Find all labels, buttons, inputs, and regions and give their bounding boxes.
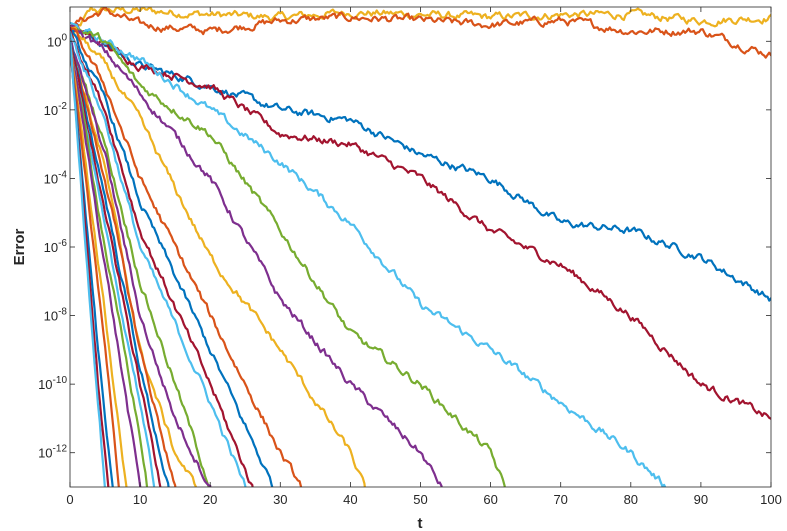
x-tick-label: 100: [760, 492, 782, 507]
series-line: [70, 41, 149, 487]
y-tick-label-base: 10: [44, 309, 58, 324]
y-tick-label-exponent: -4: [58, 169, 67, 180]
x-tick-label: 20: [203, 492, 217, 507]
y-tick-label: 10-2: [44, 101, 68, 118]
y-tick-label-exponent: -6: [58, 238, 67, 249]
y-tick-label: 10-10: [38, 375, 67, 392]
series-line: [70, 7, 771, 59]
y-tick-label-base: 10: [44, 103, 58, 118]
y-tick-label-base: 10: [38, 377, 52, 392]
series-line: [70, 41, 211, 487]
x-tick-label: 80: [624, 492, 638, 507]
y-tick-label-exponent: -12: [53, 444, 68, 455]
series-line: [70, 29, 274, 487]
series-line: [70, 38, 170, 487]
x-tick-label: 50: [413, 492, 427, 507]
y-axis-title: Error: [11, 229, 28, 266]
x-tick-label: 60: [483, 492, 497, 507]
series-line: [70, 30, 247, 487]
series-line: [70, 23, 771, 420]
x-tick-label: 40: [343, 492, 357, 507]
series-line: [70, 38, 212, 487]
y-tick-label: 10-8: [44, 307, 68, 324]
series-line: [70, 37, 142, 487]
x-axis-ticks: 0 10 20 30 40 50 60 70 80 90 100: [66, 7, 782, 507]
y-tick-label: 10-6: [44, 238, 68, 255]
series-line: [70, 26, 771, 302]
series-line: [70, 25, 506, 487]
series-line: [70, 39, 120, 487]
y-tick-label-exponent: -10: [53, 375, 68, 386]
x-tick-label: 10: [133, 492, 147, 507]
series-line: [70, 24, 443, 487]
y-tick-label-exponent: 0: [61, 32, 67, 43]
y-tick-label-exponent: -2: [58, 101, 67, 112]
series-line: [70, 26, 303, 487]
y-tick-label: 10-12: [38, 444, 67, 461]
series-line: [70, 43, 177, 487]
series-line: [70, 21, 667, 487]
y-tick-label-base: 10: [38, 446, 52, 461]
y-tick-label: 100: [47, 32, 67, 49]
series-line: [70, 39, 128, 487]
y-tick-label: 10-4: [44, 169, 68, 186]
x-tick-label: 0: [66, 492, 73, 507]
y-tick-label-base: 10: [44, 171, 58, 186]
x-tick-label: 30: [273, 492, 287, 507]
series-line: [70, 38, 106, 487]
y-tick-label-exponent: -8: [58, 307, 67, 318]
series-line: [70, 39, 162, 487]
series-line: [70, 7, 771, 42]
series-line: [70, 26, 366, 487]
y-tick-label-base: 10: [47, 34, 61, 49]
x-axis-title: t: [418, 515, 423, 531]
series-layer: [70, 7, 771, 487]
y-tick-label-base: 10: [44, 240, 58, 255]
series-line: [70, 26, 254, 487]
x-tick-label: 90: [694, 492, 708, 507]
x-tick-label: 70: [553, 492, 567, 507]
